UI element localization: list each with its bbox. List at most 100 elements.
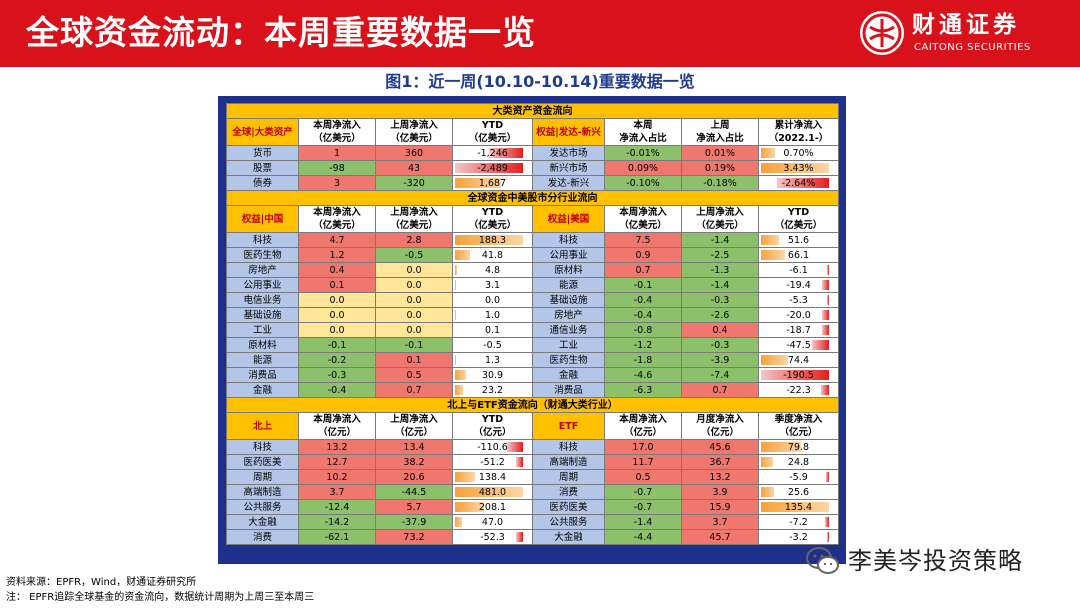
column-header: 上周净流入 （亿美元）: [681, 205, 759, 233]
cell-previous: -0.5: [375, 247, 453, 263]
table-row: 能源 -0.2 0.1 1.3 医药生物 -1.8 -3.9 74.4: [226, 352, 839, 368]
table-row: 医药医美 12.7 38.2 -51.2 高端制造 11.7 36.7 24.8: [226, 454, 839, 470]
cell-previous: -37.9: [375, 514, 453, 530]
ytd-bar: [826, 472, 829, 482]
cell-previous: 0.0: [375, 262, 453, 278]
row-label-right: 科技: [532, 439, 605, 455]
cell-current: 0.4: [298, 262, 376, 278]
table-row: 货币 1 360 -1,246 发达市场 -0.01% 0.01% 0.70%: [226, 145, 839, 161]
ytd-bar: [455, 487, 523, 497]
table-row: 电信业务 0.0 0.0 0.0 基础设施 -0.4 -0.3 -5.3: [226, 292, 839, 308]
ytd-value: 4.8: [484, 264, 501, 276]
cell-previous-right: 45.7: [681, 529, 759, 545]
cell-current-right: -0.7: [604, 484, 682, 500]
column-header: 本周净流入 （亿美元）: [298, 205, 376, 233]
ytd-value: 51.6: [787, 234, 810, 246]
ytd-value: -51.2: [480, 456, 505, 468]
ytd-bar: [761, 355, 788, 365]
cell-ytd-right: 25.6: [758, 484, 839, 500]
cell-current: -14.2: [298, 514, 376, 530]
cell-current: 3.7: [298, 484, 376, 500]
row-label-right: 原材料: [532, 262, 605, 278]
header-row: 权益|中国 本周净流入 （亿美元） 上周净流入 （亿美元） YTD （亿美元） 权益|美国 本周…: [226, 205, 839, 233]
ytd-value: -47.5: [786, 339, 811, 351]
cell-current-right: 0.5: [604, 469, 682, 485]
row-label-right: 大金融: [532, 529, 605, 545]
cell-current: -0.4: [298, 382, 376, 398]
ytd-bar: [761, 250, 785, 260]
cell-ytd: -51.2: [452, 454, 533, 470]
column-header: 本周净流入 （亿元）: [604, 412, 682, 440]
watermark-text: 李美岑投资策略: [848, 547, 1023, 575]
cell-ytd-right: -47.5: [758, 337, 839, 353]
ytd-bar: [455, 163, 523, 173]
ytd-value: 0.0: [484, 294, 501, 306]
table-row: 原材料 -0.1 -0.1 -0.5 工业 -1.2 -0.3 -47.5: [226, 337, 839, 353]
ytd-bar: [826, 265, 829, 275]
column-header: 权益|美国: [532, 205, 605, 233]
row-label: 电信业务: [226, 292, 299, 308]
cell-previous-right: 3.9: [681, 484, 759, 500]
cell-ytd: 481.0: [452, 484, 533, 500]
logo-text-en: CAITONG SECURITIES: [914, 42, 1031, 53]
cell-ytd-right: 3.43%: [758, 160, 839, 176]
row-label-right: 医药生物: [532, 352, 605, 368]
row-label: 周期: [226, 469, 299, 485]
row-label-right: 发达市场: [532, 145, 605, 161]
cell-ytd: 0.1: [452, 322, 533, 338]
ytd-bar: [776, 178, 829, 188]
table-row: 金融 -0.4 0.7 23.2 消费品 -6.3 0.7 -22.3: [226, 382, 839, 398]
table-row: 消费 -62.1 73.2 -52.3 大金融 -4.4 45.7 -3.2: [226, 529, 839, 545]
ytd-bar: [455, 517, 462, 527]
section-row-1: 大类资产资金流向: [226, 103, 839, 119]
ytd-bar: [488, 148, 523, 158]
cell-previous-right: 0.7: [681, 382, 759, 398]
cell-previous-right: 0.4: [681, 322, 759, 338]
row-label: 原材料: [226, 337, 299, 353]
section-title: 全球资金中美股市分行业流向: [226, 190, 839, 206]
figure-title: 图1：近一周(10.10-10.14)重要数据一览: [385, 72, 695, 91]
ytd-bar: [827, 532, 829, 542]
ytd-value: 23.2: [481, 384, 504, 396]
ytd-bar: [455, 235, 523, 245]
cell-ytd-right: -19.4: [758, 277, 839, 293]
cell-ytd: -0.5: [452, 337, 533, 353]
row-label-right: 公共服务: [532, 514, 605, 530]
ytd-bar: [761, 442, 802, 452]
row-label: 高端制造: [226, 484, 299, 500]
section-title: 北上与ETF资金流向（财通大类行业）: [226, 397, 839, 413]
ytd-value: 79.8: [787, 441, 810, 453]
cell-ytd: 0.0: [452, 292, 533, 308]
row-label: 科技: [226, 232, 299, 248]
cell-current: 0.0: [298, 322, 376, 338]
row-label-right: 通信业务: [532, 322, 605, 338]
cell-ytd-right: 79.8: [758, 439, 839, 455]
cell-previous: 360: [375, 145, 453, 161]
source-note: 资料来源：EPFR，Wind，财通证券研究所: [6, 577, 197, 588]
table-row: 医药生物 1.2 -0.5 41.8 公用事业 0.9 -2.5 66.1: [226, 247, 839, 263]
cell-previous: 0.0: [375, 292, 453, 308]
cell-ytd: -110.6: [452, 439, 533, 455]
cell-previous-right: 45.6: [681, 439, 759, 455]
cell-previous-right: -3.9: [681, 352, 759, 368]
ytd-bar: [515, 457, 523, 467]
cell-current: -12.4: [298, 499, 376, 515]
cell-current: -98: [298, 160, 376, 176]
cell-ytd-right: -5.9: [758, 469, 839, 485]
cell-ytd: -52.3: [452, 529, 533, 545]
column-header: YTD （亿美元）: [758, 205, 839, 233]
ytd-value: 208.1: [478, 501, 507, 513]
cell-previous: 13.4: [375, 439, 453, 455]
row-label-right: 医药医美: [532, 499, 605, 515]
cell-ytd-right: 51.6: [758, 232, 839, 248]
cell-previous: 43: [375, 160, 453, 176]
cell-previous-right: -1.3: [681, 262, 759, 278]
cell-previous: 5.7: [375, 499, 453, 515]
ytd-bar: [761, 502, 829, 512]
ytd-value: -52.3: [480, 531, 505, 543]
table-row: 科技 4.7 2.8 188.3 科技 7.5 -1.4 51.6: [226, 232, 839, 248]
cell-current-right: -6.3: [604, 382, 682, 398]
table-row: 消费品 -0.3 0.5 30.9 金融 -4.6 -7.4 -190.5: [226, 367, 839, 383]
wechat-icon: [806, 546, 840, 576]
ytd-bar: [761, 235, 780, 245]
